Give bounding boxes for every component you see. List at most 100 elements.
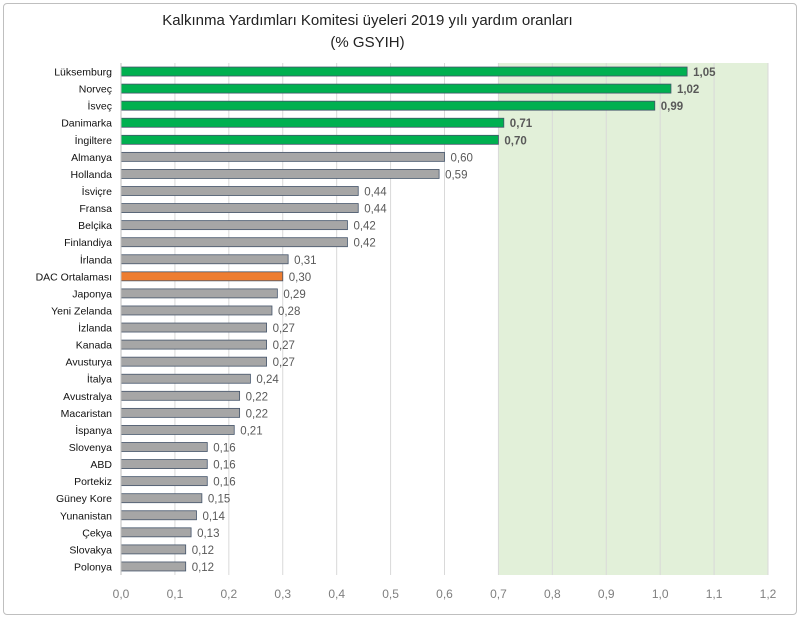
value-label: 0,31 (294, 255, 316, 267)
category-label: Avusturya (66, 357, 113, 369)
bar (120, 339, 267, 350)
x-tick-label: 0,8 (544, 587, 561, 601)
category-label: İrlanda (80, 253, 112, 266)
category-label: Danimarka (61, 118, 112, 130)
value-label: 0,99 (661, 101, 683, 113)
bar (120, 356, 267, 367)
x-tick-label: 0,9 (598, 587, 615, 601)
value-label: 0,22 (246, 408, 268, 420)
x-tick-label: 0,7 (490, 587, 507, 601)
value-label: 0,15 (208, 494, 230, 506)
category-label: Almanya (71, 152, 112, 164)
value-label: 0,60 (451, 152, 473, 164)
bar (120, 322, 267, 333)
category-label: Çekya (82, 527, 112, 539)
chart-title-block: Kalkınma Yardımları Komitesi üyeleri 201… (0, 10, 735, 54)
category-label: Portekiz (74, 476, 112, 488)
value-label: 0,42 (353, 238, 375, 250)
category-label: Lüksemburg (54, 67, 112, 79)
category-label: İsveç (87, 100, 112, 113)
x-tick-label: 0,4 (328, 587, 345, 601)
category-label: Norveç (79, 84, 112, 96)
bar (120, 373, 251, 384)
value-label: 0,12 (192, 545, 214, 557)
x-tick-label: 0,0 (113, 587, 130, 601)
x-tick-label: 0,6 (436, 587, 453, 601)
x-tick-label: 0,1 (167, 587, 184, 601)
value-label: 0,16 (213, 477, 235, 489)
category-label: Belçika (78, 220, 112, 232)
value-label: 0,21 (240, 425, 262, 437)
category-label: İspanya (75, 424, 112, 437)
value-label: 0,22 (246, 391, 268, 403)
category-label: Güney Kore (56, 493, 112, 505)
value-label: 0,44 (364, 204, 387, 216)
category-label: Slovenya (69, 442, 112, 454)
x-tick-label: 0,5 (382, 587, 399, 601)
bar (120, 510, 197, 521)
value-label: 0,16 (213, 460, 235, 472)
category-label: Kanada (76, 340, 112, 352)
bar (120, 544, 187, 555)
category-label: Yeni Zelanda (51, 305, 112, 317)
category-label: Polonya (74, 561, 112, 573)
bar (120, 305, 273, 316)
x-tick-label: 0,3 (274, 587, 291, 601)
bar (120, 117, 505, 128)
bar (120, 134, 499, 145)
value-label: 0,12 (192, 562, 214, 574)
bar (120, 66, 688, 77)
value-label: 0,24 (256, 374, 279, 386)
category-label: Fransa (79, 203, 112, 215)
bar (120, 271, 284, 282)
category-label: Slovakya (69, 544, 112, 556)
category-label: Avustralya (63, 391, 112, 403)
bar (120, 476, 208, 487)
bar (120, 442, 208, 452)
category-label: Japonya (72, 288, 112, 300)
bar (120, 100, 656, 111)
value-label: 0,44 (364, 187, 387, 199)
value-label: 0,71 (510, 118, 533, 130)
bar (120, 527, 192, 538)
value-label: 0,14 (202, 511, 225, 523)
shaded-region (498, 63, 768, 575)
value-label: 0,59 (445, 169, 467, 181)
bar (120, 220, 348, 231)
category-label: Yunanistan (60, 510, 112, 522)
value-label: 0,30 (289, 272, 311, 284)
bar (120, 254, 289, 265)
value-label: 1,05 (693, 67, 716, 79)
bar (120, 390, 241, 401)
category-label: İngiltere (75, 134, 113, 147)
category-label: DAC Ortalaması (36, 271, 112, 283)
bar (120, 151, 445, 162)
bar (120, 561, 187, 572)
value-label: 1,02 (677, 84, 699, 96)
bar (120, 169, 440, 179)
x-tick-label: 0,2 (220, 587, 237, 601)
category-label: Macaristan (61, 408, 113, 420)
value-label: 0,70 (504, 135, 526, 147)
bar (120, 203, 359, 213)
chart-title: Kalkınma Yardımları Komitesi üyeleri 201… (162, 12, 573, 29)
x-tick-label: 1,1 (706, 587, 723, 601)
bar (120, 493, 203, 504)
x-tick-label: 1,0 (652, 587, 669, 601)
category-label: ABD (90, 459, 112, 471)
value-label: 0,42 (353, 221, 375, 233)
category-label: Finlandiya (64, 237, 112, 249)
chart-subtitle: (% GSYIH) (330, 34, 405, 51)
bar (120, 407, 241, 418)
x-tick-label: 1,2 (760, 587, 777, 601)
value-label: 0,29 (283, 289, 305, 301)
bar (120, 186, 359, 196)
bar (120, 425, 235, 435)
bar (120, 288, 278, 299)
value-label: 0,27 (273, 340, 295, 352)
bar (120, 83, 672, 94)
value-label: 0,27 (273, 357, 295, 369)
value-label: 0,27 (273, 323, 295, 335)
value-label: 0,16 (213, 443, 235, 455)
